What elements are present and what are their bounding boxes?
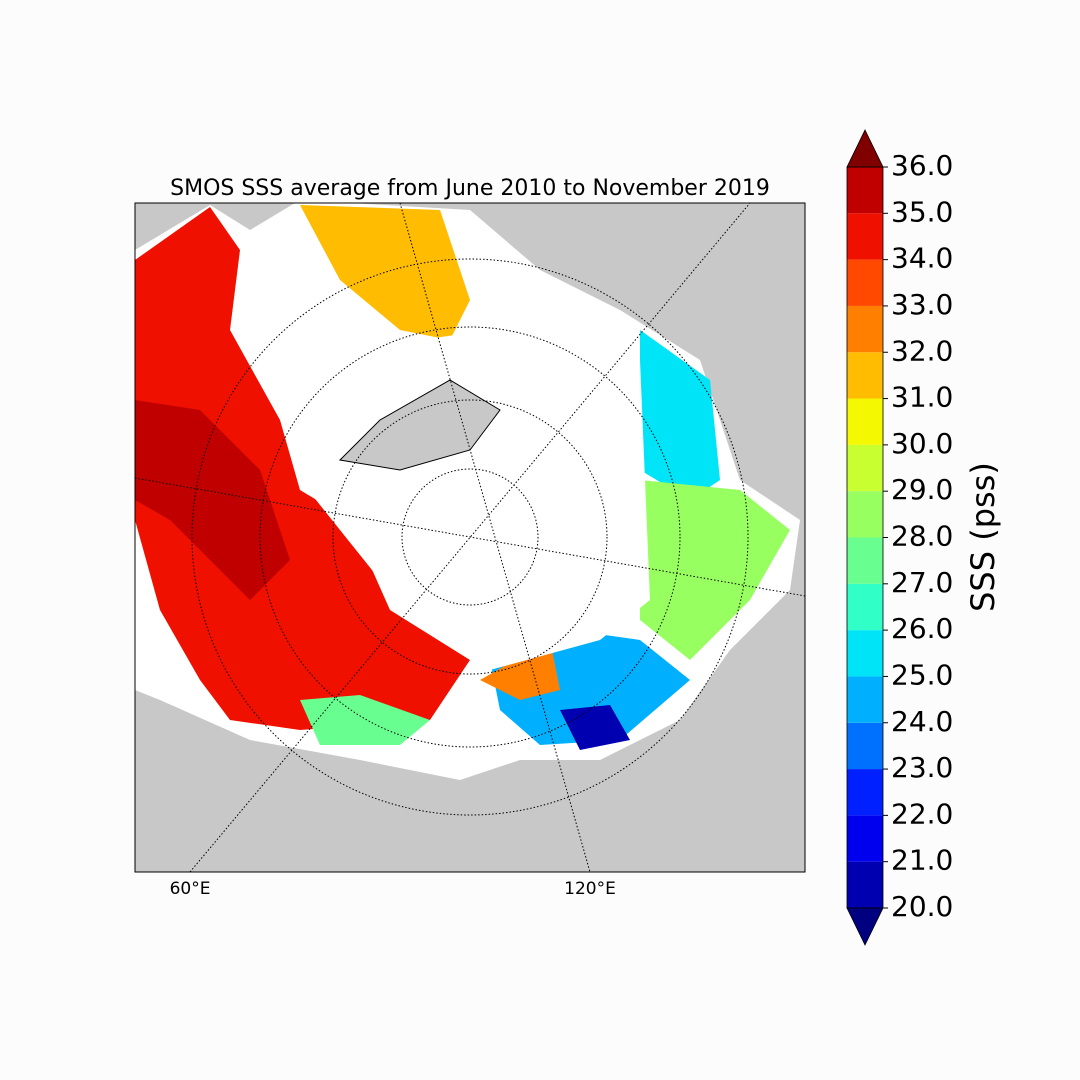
ice-mask	[300, 320, 650, 670]
colorbar-tick-label: 20.0	[891, 890, 953, 923]
colorbar-segment	[847, 398, 883, 445]
colorbar-tick-label: 26.0	[891, 612, 953, 645]
colorbar-segment	[847, 259, 883, 306]
sss-field-barents	[135, 207, 470, 730]
colorbar-segment	[847, 167, 883, 214]
colorbar-tick-label: 35.0	[891, 195, 953, 228]
map-frame	[134, 202, 806, 873]
colorbar: 20.0 21.0 22.0 23.0 24.0 25.0 26.0 27.0 28.0 29.0…	[846, 129, 953, 946]
colorbar-tick-label: 23.0	[891, 751, 953, 784]
colorbar-segment	[847, 861, 883, 908]
sss-field-low	[560, 705, 630, 750]
colorbar-segment	[847, 537, 883, 584]
colorbar-tick-label: 33.0	[891, 288, 953, 321]
map	[134, 202, 806, 873]
colorbar-segment	[847, 676, 883, 723]
colorbar-segment	[847, 815, 883, 862]
colorbar-tick-label: 21.0	[891, 844, 953, 877]
graticule	[135, 203, 805, 872]
colorbar-segment	[847, 305, 883, 353]
sss-field-high	[135, 400, 290, 600]
sss-field-east	[640, 330, 720, 500]
colorbar-segment	[847, 769, 883, 816]
sss-field-siberia	[640, 480, 790, 660]
colorbar-tick-label: 24.0	[891, 705, 953, 738]
longitude-label: 120°E	[564, 879, 616, 899]
colorbar-tick-label: 32.0	[891, 334, 953, 367]
colorbar-label: SSS (pss)	[964, 462, 1002, 612]
land-island	[338, 379, 501, 471]
colorbar-segment	[847, 352, 883, 399]
colorbar-segment	[847, 722, 883, 770]
colorbar-tick-label: 25.0	[891, 658, 953, 691]
sss-field-kara	[300, 695, 430, 745]
colorbar-tick-label: 30.0	[891, 427, 953, 460]
colorbar-tick-label: 28.0	[891, 520, 953, 553]
colorbar-tick-label: 29.0	[891, 473, 953, 506]
colorbar-segment	[847, 630, 883, 677]
colorbar-tick-label: 34.0	[891, 242, 953, 275]
colorbar-tick-label: 36.0	[891, 149, 953, 182]
colorbar-segment	[847, 213, 883, 260]
colorbar-segment	[847, 444, 883, 492]
colorbar-tick-label: 27.0	[891, 566, 953, 599]
map-title: SMOS SSS average from June 2010 to Novem…	[170, 176, 770, 201]
sss-field-baffin	[300, 205, 470, 340]
longitude-label: 60°E	[170, 879, 211, 899]
colorbar-segment	[847, 583, 883, 631]
colorbar-segment	[847, 491, 883, 538]
colorbar-tick-label: 22.0	[891, 797, 953, 830]
colorbar-tick-label: 31.0	[891, 381, 953, 414]
